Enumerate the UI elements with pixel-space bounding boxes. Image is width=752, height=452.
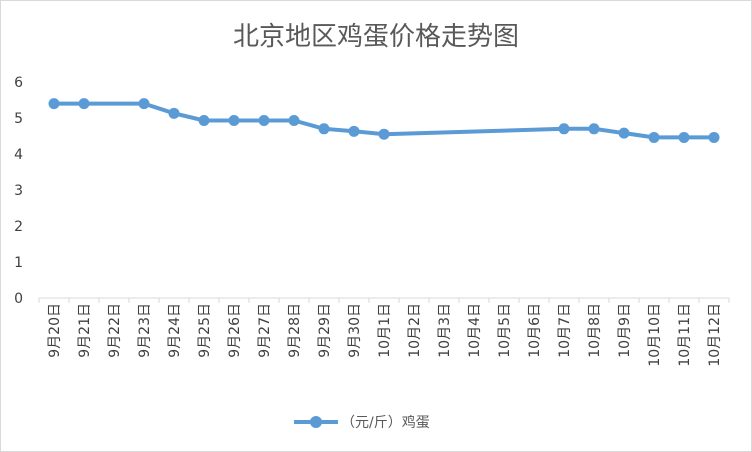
- data-point: [318, 123, 330, 135]
- legend-label: （元/斤）鸡蛋: [341, 414, 430, 431]
- x-tick-label: 9月29日: [317, 303, 333, 358]
- y-tick-label: 3: [14, 183, 23, 199]
- y-tick-label: 4: [14, 147, 23, 163]
- x-tick-label: 9月20日: [47, 303, 63, 358]
- x-tick-label: 10月5日: [497, 303, 513, 358]
- data-point: [588, 123, 600, 135]
- data-point: [618, 127, 630, 139]
- chart-title: 北京地区鸡蛋价格走势图: [233, 22, 519, 52]
- data-point: [378, 128, 390, 140]
- data-point: [228, 115, 240, 127]
- data-point: [678, 131, 690, 143]
- legend-marker: [310, 416, 322, 428]
- x-tick-label: 9月24日: [167, 303, 183, 358]
- x-tick-label: 10月11日: [677, 303, 693, 367]
- data-point: [198, 115, 210, 127]
- data-point: [258, 115, 270, 127]
- data-point: [288, 115, 300, 127]
- data-point: [138, 98, 150, 110]
- y-tick-label: 1: [14, 255, 23, 271]
- x-tick-label: 10月12日: [707, 303, 723, 367]
- x-tick-label: 9月27日: [257, 303, 273, 358]
- data-point: [348, 125, 360, 137]
- x-tick-label: 9月28日: [287, 303, 303, 358]
- x-tick-label: 9月26日: [227, 303, 243, 358]
- x-tick-label: 10月3日: [437, 303, 453, 358]
- data-point: [48, 98, 60, 110]
- x-tick-label: 9月22日: [107, 303, 123, 358]
- y-tick-label: 0: [14, 291, 23, 307]
- x-tick-label: 9月21日: [77, 303, 93, 358]
- x-tick-label: 10月10日: [647, 303, 663, 367]
- y-tick-label: 5: [14, 111, 23, 127]
- legend: （元/斤）鸡蛋: [294, 414, 430, 431]
- data-point: [78, 98, 90, 110]
- y-tick-label: 6: [14, 75, 23, 91]
- x-tick-label: 10月6日: [527, 303, 543, 358]
- x-tick-label: 9月30日: [347, 303, 363, 358]
- data-point: [648, 131, 660, 143]
- y-tick-label: 2: [14, 219, 23, 235]
- x-tick-label: 9月23日: [137, 303, 153, 358]
- x-tick-label: 10月7日: [557, 303, 573, 358]
- x-tick-label: 9月25日: [197, 303, 213, 358]
- x-tick-label: 10月9日: [617, 303, 633, 358]
- x-tick-label: 10月8日: [587, 303, 603, 358]
- x-tick-label: 10月2日: [407, 303, 423, 358]
- x-tick-label: 10月4日: [467, 303, 483, 358]
- data-point: [558, 123, 570, 135]
- x-tick-label: 10月1日: [377, 303, 393, 358]
- data-point: [708, 131, 720, 143]
- data-point: [168, 107, 180, 119]
